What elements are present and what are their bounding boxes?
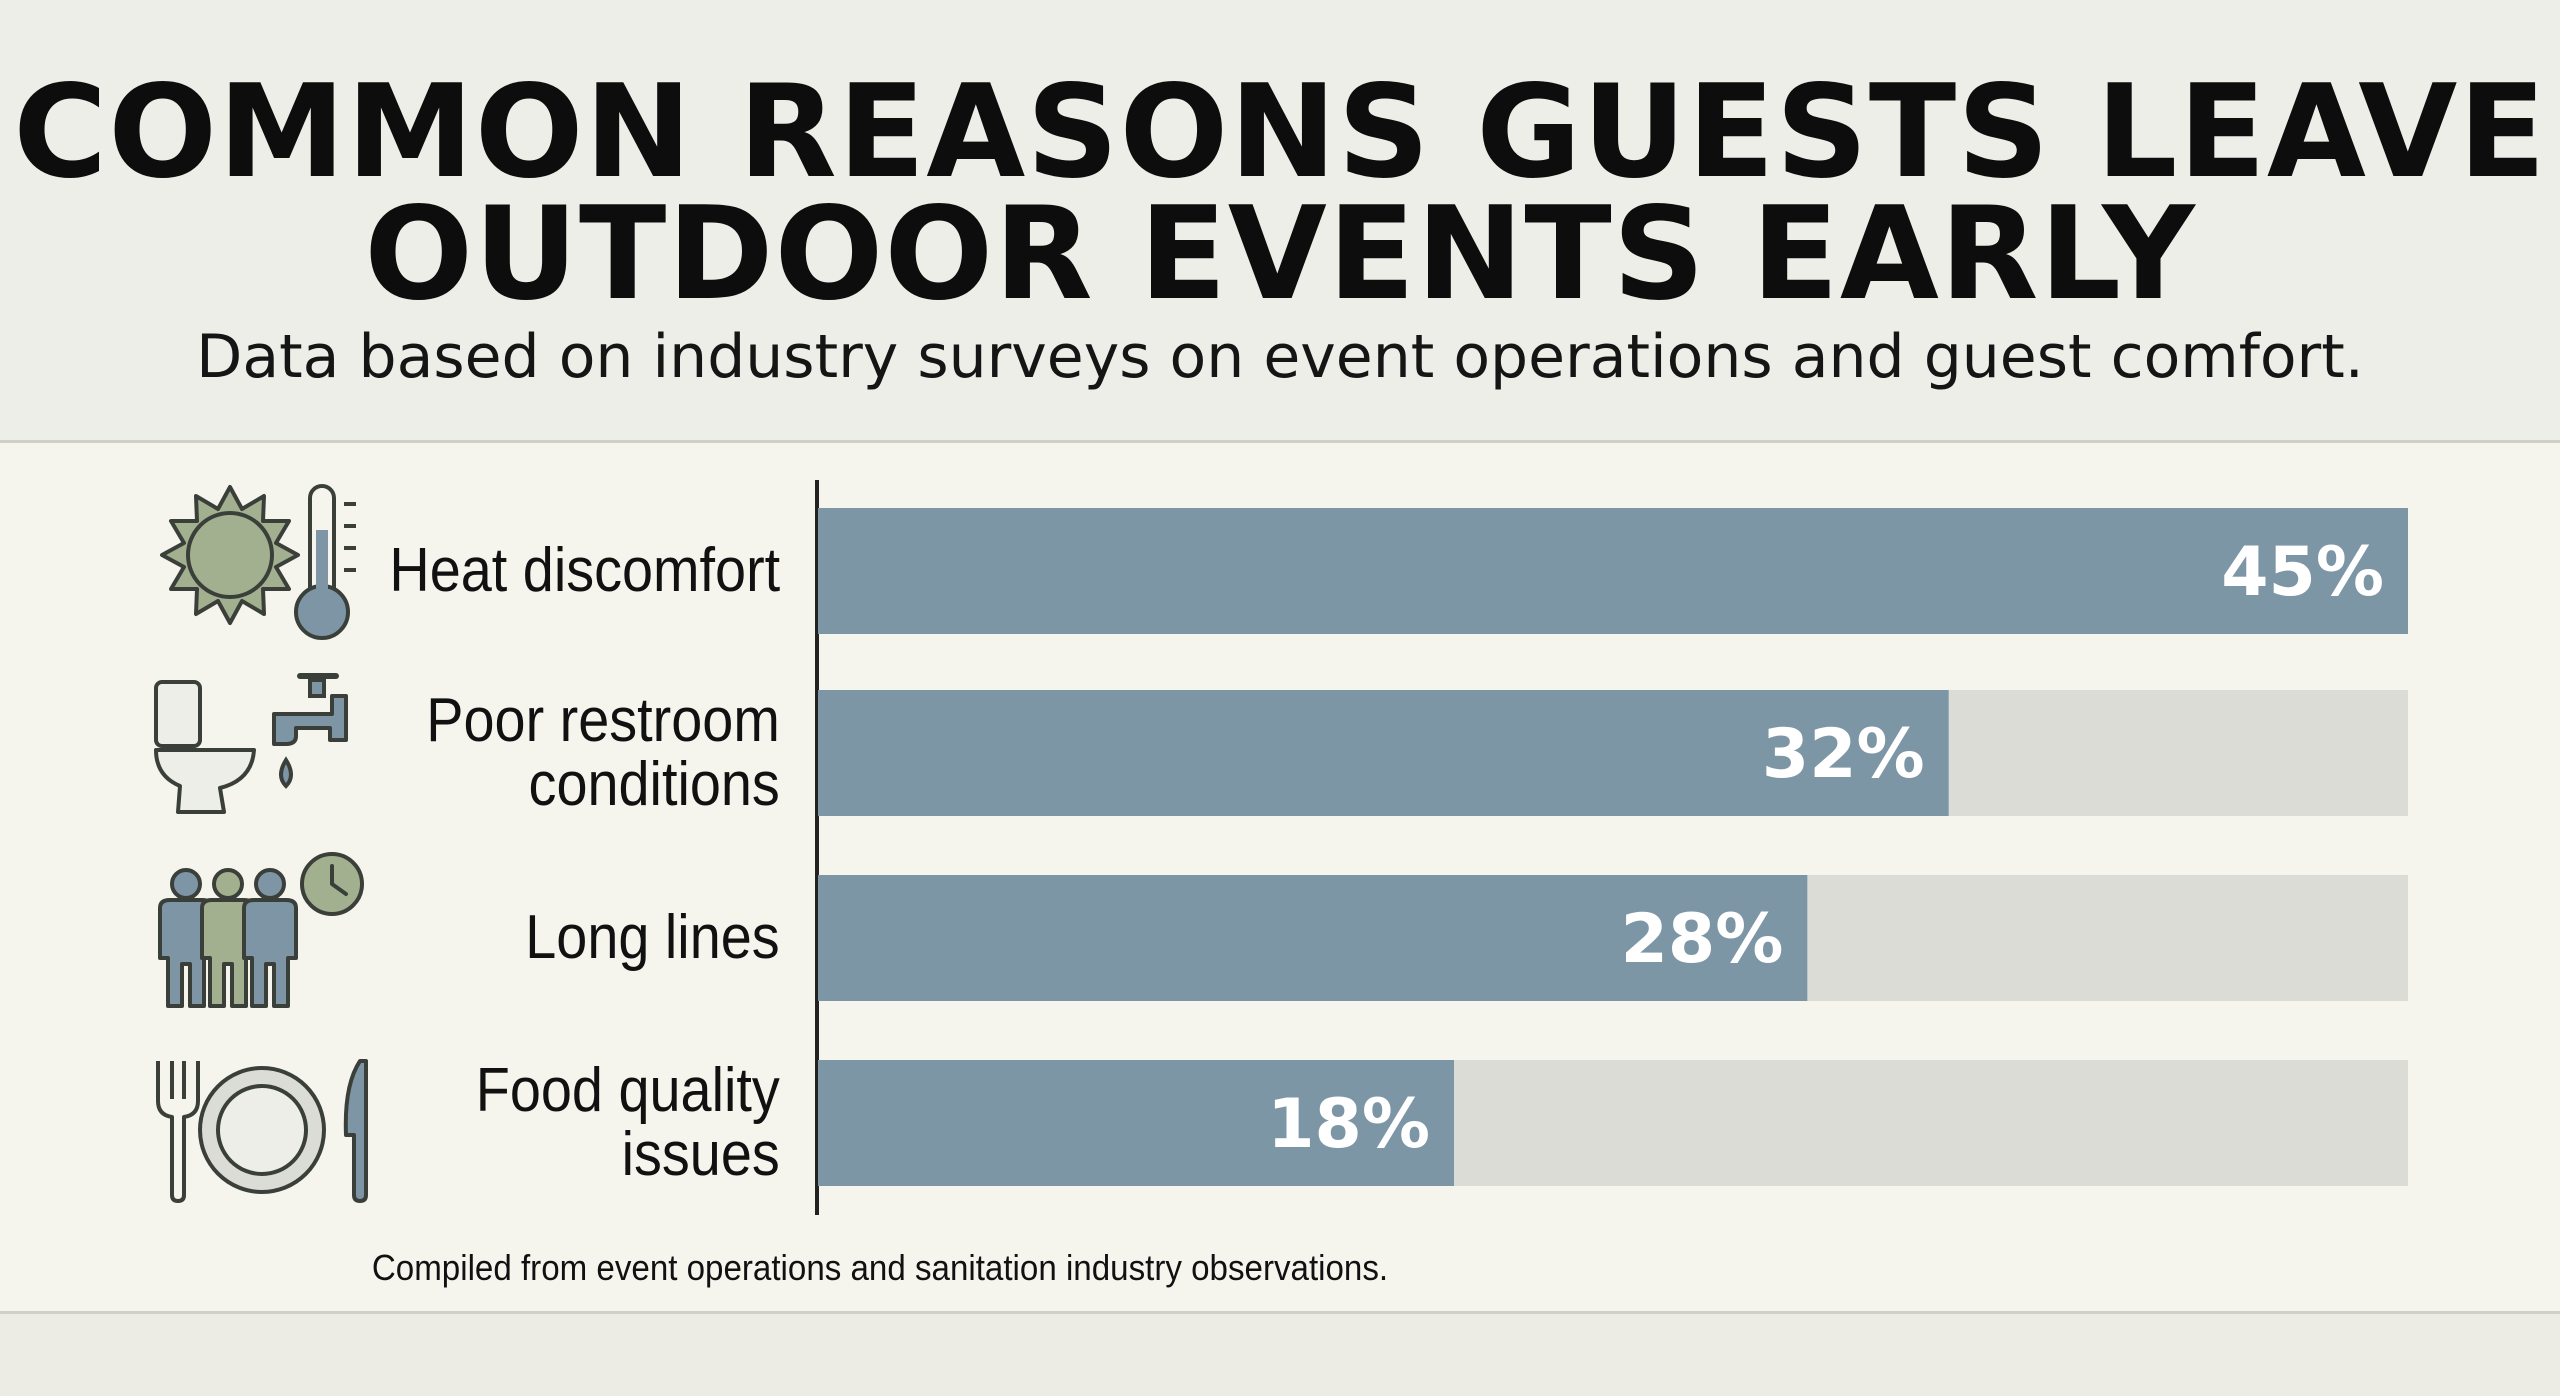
chart-header: COMMON REASONS GUESTS LEAVE OUTDOOR EVEN… bbox=[0, 0, 2560, 443]
category-label: Heat discomfort bbox=[389, 536, 780, 605]
plate-cutlery-icon bbox=[156, 1059, 368, 1203]
data-label: 32% bbox=[1762, 715, 1925, 794]
source-note: Compiled from event operations and sanit… bbox=[371, 1247, 1389, 1288]
toilet-faucet-icon bbox=[154, 673, 348, 814]
bar bbox=[818, 1060, 1454, 1186]
people-clock-icon bbox=[158, 852, 364, 1008]
data-label: 18% bbox=[1267, 1085, 1430, 1164]
bar bbox=[818, 875, 1808, 1001]
chart-title-line-1: COMMON REASONS GUESTS LEAVE bbox=[13, 58, 2547, 207]
category-label: Food quality issues bbox=[476, 1056, 780, 1189]
bar bbox=[818, 690, 1949, 816]
sun-thermometer-icon bbox=[160, 484, 356, 640]
data-label: 45% bbox=[2221, 533, 2384, 612]
data-label: 28% bbox=[1621, 900, 1784, 979]
chart-title-line-2: OUTDOOR EVENTS EARLY bbox=[364, 180, 2196, 329]
footer-band bbox=[0, 1314, 2560, 1396]
category-label: Long lines bbox=[525, 903, 780, 972]
chart-subtitle: Data based on industry surveys on event … bbox=[196, 322, 2364, 392]
category-label: Poor restroom conditions bbox=[426, 686, 780, 819]
bar bbox=[818, 508, 2408, 634]
